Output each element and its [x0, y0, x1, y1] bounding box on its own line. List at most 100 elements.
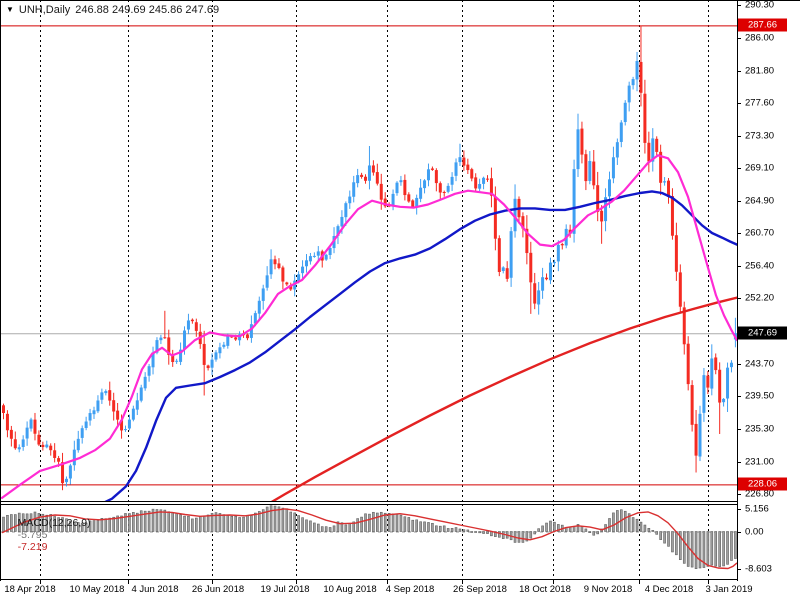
candle-body — [147, 366, 151, 376]
date-axis-tick — [553, 580, 554, 584]
macd-indicator-pane[interactable] — [0, 504, 737, 584]
candle-body — [714, 357, 718, 371]
candle-body — [379, 183, 383, 200]
macd-histogram-bar — [2, 516, 5, 532]
macd-histogram-bar — [368, 513, 371, 532]
macd-histogram-bar — [139, 510, 143, 532]
date-axis-label: 10 Aug 2018 — [323, 584, 377, 595]
candle-body — [403, 179, 407, 196]
macd-histogram-bar — [6, 514, 9, 532]
candle-body — [383, 198, 387, 207]
macd-histogram-bar — [403, 516, 407, 532]
candle-body — [556, 244, 560, 262]
symbol-period-label: UNH,Daily — [18, 4, 71, 16]
price-axis-tick — [737, 168, 741, 170]
candle-body — [513, 198, 517, 232]
candle-body — [667, 180, 671, 197]
price-axis-label: 281.80 — [745, 65, 775, 77]
macd-histogram-bar — [387, 512, 391, 532]
macd-histogram-bar — [73, 521, 76, 532]
candle-body — [123, 429, 127, 431]
macd-histogram-bar — [45, 514, 49, 532]
macd-histogram-bar — [195, 517, 198, 532]
candle-body — [143, 376, 147, 389]
macd-histogram-bar — [541, 525, 544, 532]
price-axis-label: 273.30 — [745, 130, 775, 142]
macd-histogram-bar — [698, 531, 702, 569]
macd-histogram-bar — [517, 531, 521, 543]
macd-histogram-bar — [675, 531, 678, 556]
macd-histogram-bar — [33, 511, 37, 532]
macd-histogram-bar — [234, 515, 237, 532]
left-border — [0, 0, 1, 581]
candle-body — [92, 410, 96, 415]
macd-histogram-bar — [545, 522, 548, 532]
macd-histogram-bar — [438, 525, 442, 532]
candle-body — [631, 79, 635, 86]
candle-body — [312, 255, 316, 257]
price-axis-tick — [737, 70, 741, 72]
macd-histogram-bar — [202, 515, 206, 532]
macd-histogram-bar — [466, 529, 470, 532]
macd-histogram-bar — [218, 513, 222, 532]
macd-signal-value: -7.219 — [17, 541, 48, 553]
chart-title: ▼ UNH,Daily 246.88 249.69 245.86 247.69 — [6, 4, 219, 16]
date-axis-label: 26 Sep 2018 — [453, 584, 507, 595]
candle-body — [509, 231, 513, 278]
macd-histogram-bar — [61, 517, 64, 532]
date-axis-label: 4 Dec 2018 — [644, 584, 694, 595]
candle-body — [651, 138, 655, 162]
candle-body — [206, 365, 210, 369]
price-level-badge[interactable]: 287.66 — [738, 18, 787, 32]
candle-body — [88, 413, 92, 421]
macd-histogram-bar — [147, 510, 151, 532]
macd-histogram-bar — [76, 522, 80, 532]
candle-body — [29, 419, 33, 429]
candle-body — [411, 200, 415, 207]
date-axis-label: 18 Oct 2018 — [519, 584, 571, 595]
candle-body — [395, 182, 399, 194]
price-axis-label: 226.80 — [745, 488, 775, 500]
main-chart-pane[interactable] — [0, 0, 737, 502]
macd-main-value: -5.795 — [17, 529, 48, 541]
symbol-dropdown-icon[interactable]: ▼ — [6, 5, 14, 14]
macd-histogram-bar — [100, 518, 104, 532]
candle-body — [729, 362, 733, 368]
price-level-badge[interactable]: 247.69 — [738, 326, 787, 340]
macd-histogram-bar — [41, 513, 45, 532]
candle-body — [442, 191, 446, 193]
macd-histogram-bar — [391, 513, 395, 532]
candle-body — [600, 210, 604, 222]
macd-histogram-bar — [230, 515, 234, 532]
macd-histogram-bar — [470, 531, 474, 533]
macd-histogram-bar — [352, 521, 356, 532]
price-level-badge[interactable]: 228.06 — [738, 477, 787, 491]
macd-histogram-bar — [143, 510, 147, 532]
candle-body — [281, 267, 285, 282]
candle-body — [493, 196, 497, 239]
macd-histogram-bar — [549, 520, 552, 532]
candle-body — [297, 274, 301, 282]
macd-histogram-bar — [120, 515, 123, 532]
macd-histogram-bar — [183, 515, 186, 532]
macd-histogram-bar — [486, 531, 489, 534]
macd-histogram-bar — [254, 512, 257, 532]
date-axis-tick — [708, 580, 709, 584]
candle-body — [76, 438, 80, 451]
macd-histogram-bar — [608, 518, 611, 532]
candle-body — [17, 447, 21, 450]
macd-histogram-bar — [65, 518, 68, 532]
macd-histogram-bar — [631, 517, 635, 532]
candle-body — [576, 129, 580, 170]
macd-histogram-bar — [431, 522, 434, 532]
macd-histogram-bar — [690, 531, 694, 568]
macd-histogram-bar — [246, 515, 249, 532]
date-axis-tick — [212, 580, 213, 584]
candle-body — [308, 256, 312, 262]
candle-body — [548, 262, 552, 281]
date-axis-tick — [387, 580, 388, 584]
price-axis-tick — [737, 363, 741, 365]
candle-body — [560, 244, 564, 246]
price-axis-tick — [737, 266, 741, 268]
